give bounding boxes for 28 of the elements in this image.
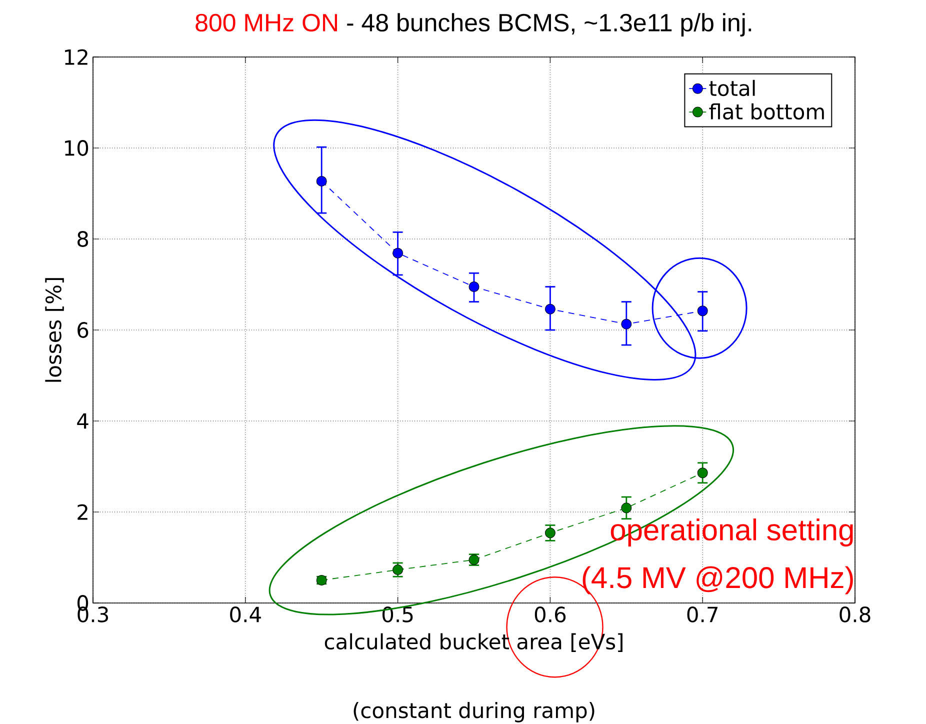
point — [621, 502, 632, 514]
legend-label: total — [709, 80, 755, 96]
text: (constant during ramp) — [354, 702, 594, 722]
y-tick-label: 8 — [78, 231, 88, 247]
point — [544, 528, 556, 538]
point — [392, 564, 404, 576]
point — [316, 176, 327, 186]
point — [544, 304, 556, 314]
y-axis-title: losses [%] — [45, 278, 64, 382]
legend-label: flat bottom — [709, 103, 824, 120]
x-tick-label: 0.6 — [534, 606, 566, 622]
y-tick-label: 6 — [78, 322, 88, 338]
point — [621, 318, 632, 330]
x-tick-label: 0.4 — [230, 606, 261, 622]
point — [697, 306, 708, 316]
y-tick-label: 12 — [65, 49, 88, 65]
y-tick-label: 4 — [77, 413, 88, 429]
chart-title: 800 MHz ON — [196, 14, 337, 32]
point — [697, 468, 708, 478]
point — [392, 248, 404, 258]
x-tick-label: 0.7 — [687, 606, 718, 622]
y-tick-label: 2 — [78, 504, 88, 520]
annotation: (4.5 MV @200 MHz) — [582, 566, 853, 594]
y-tick-label: 10 — [65, 140, 88, 156]
x-tick-label: 0.8 — [840, 606, 870, 622]
point — [468, 282, 480, 292]
x-tick-label: 0.5 — [382, 606, 413, 622]
chart-subtitle: - 48 bunches BCMS, ~1.3e11 p/b inj. — [347, 13, 752, 36]
